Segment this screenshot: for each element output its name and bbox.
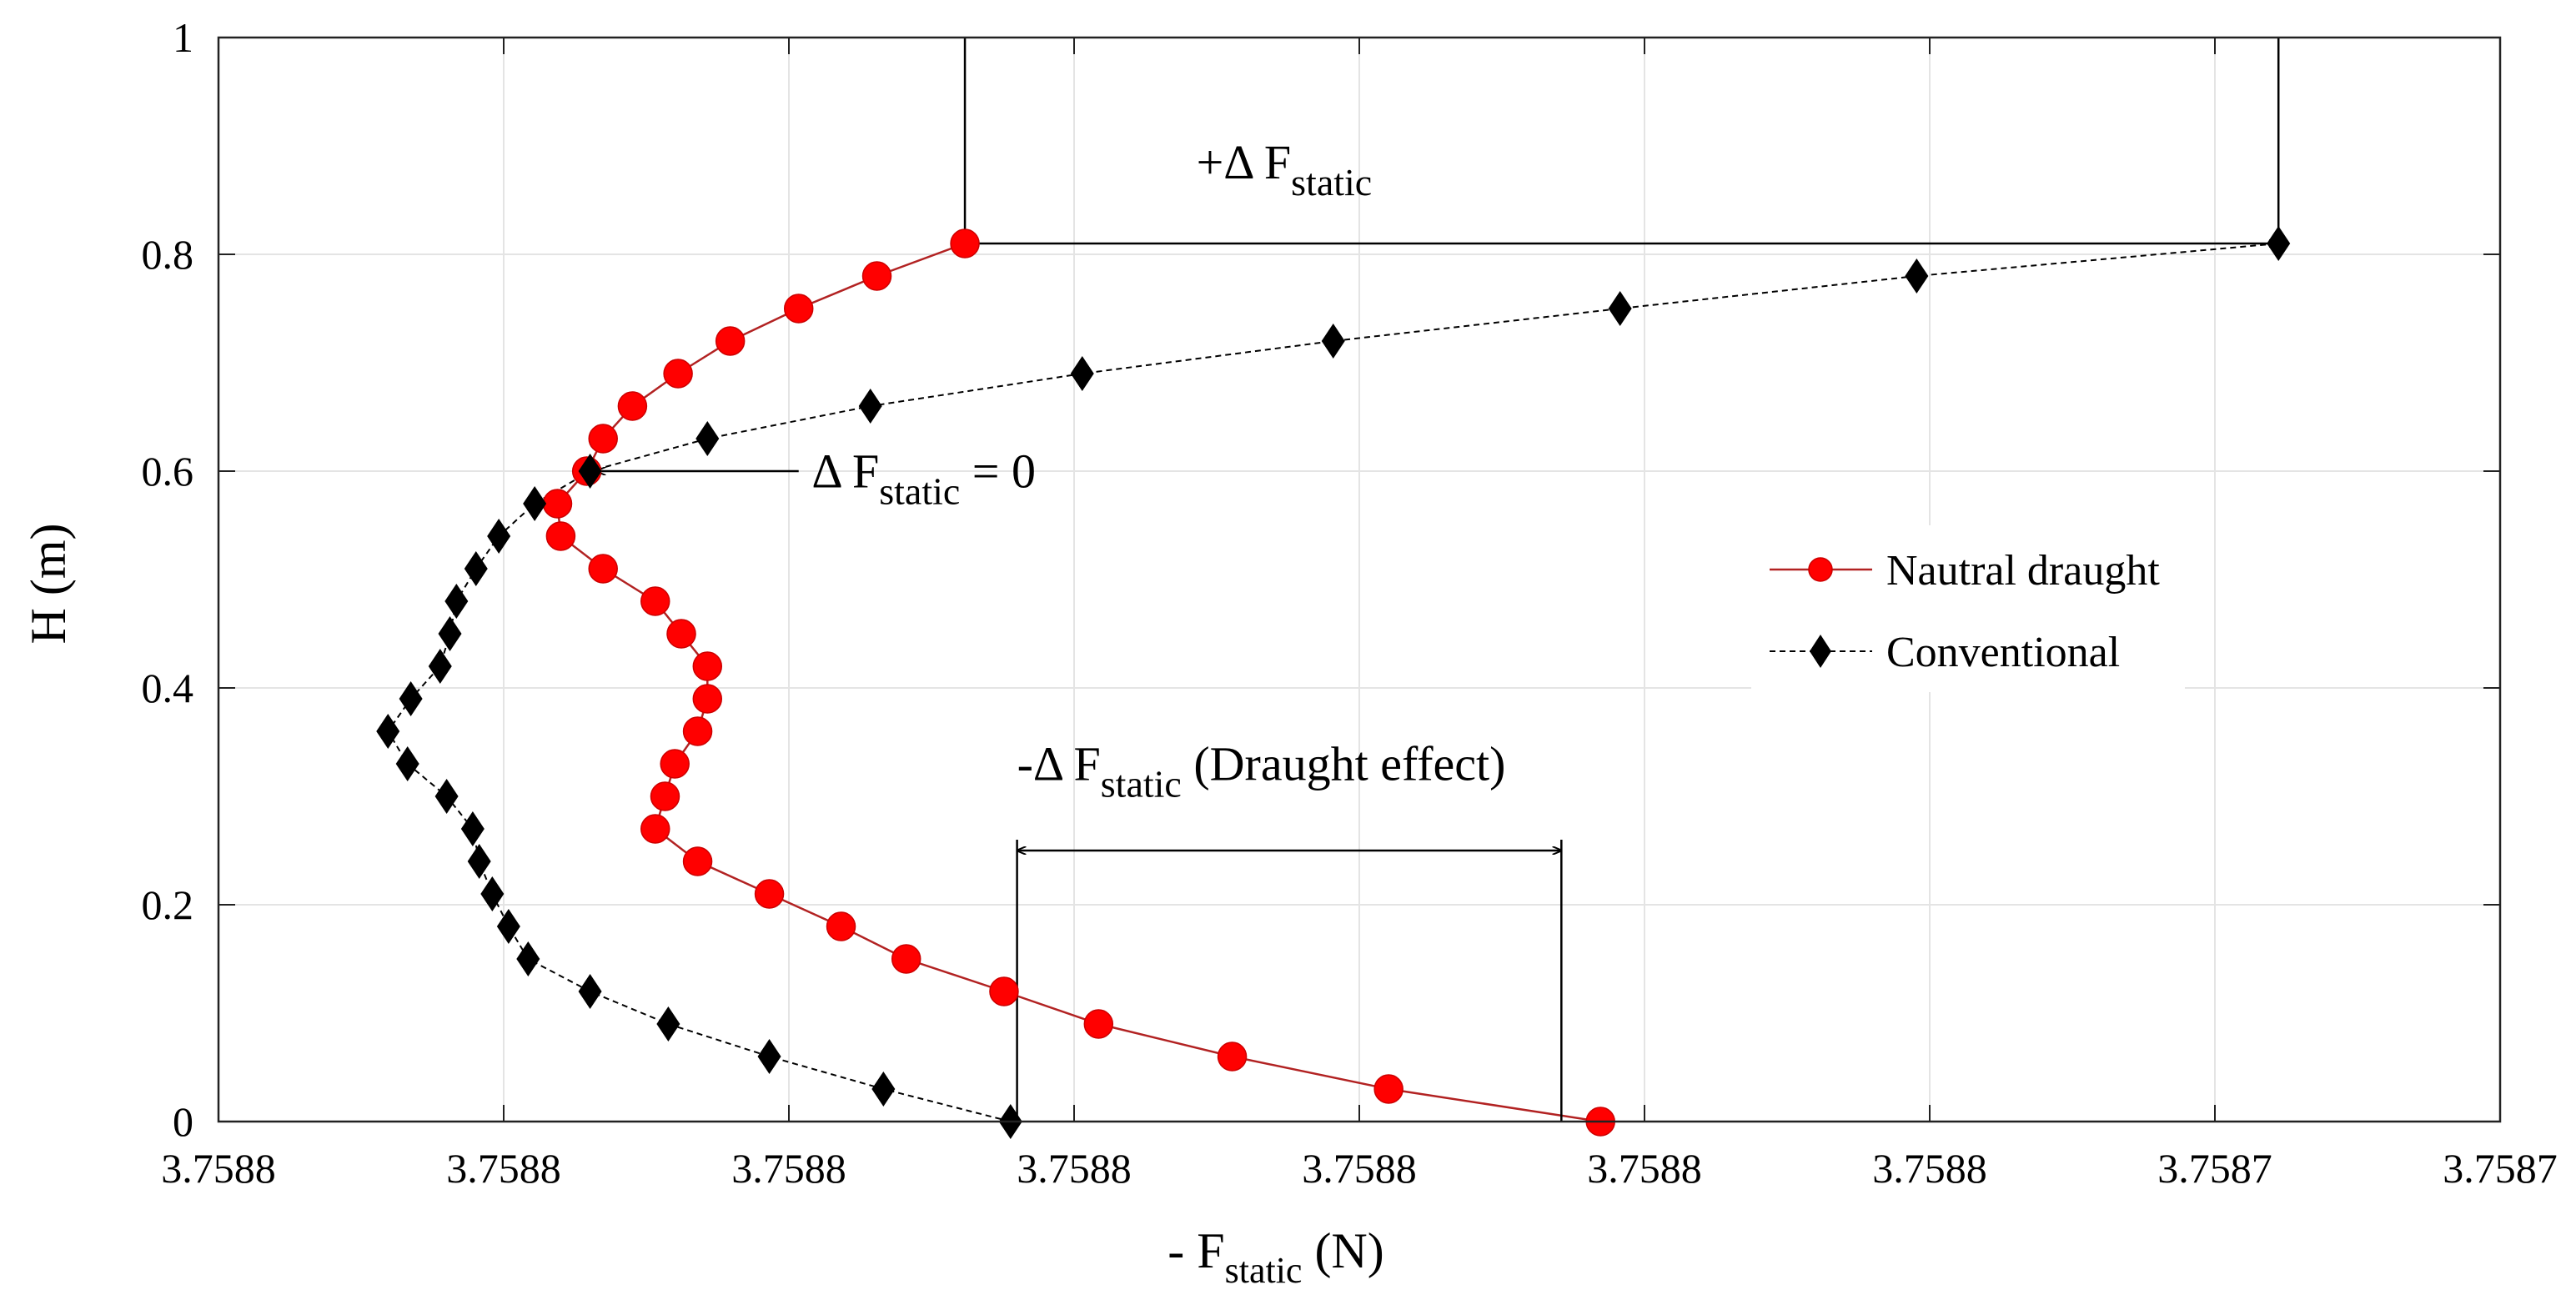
- series-0-point-3: [1083, 1009, 1114, 1039]
- series-0-point-26: [861, 261, 892, 291]
- annotation-minus-delta-suffix: (Draught effect): [1182, 737, 1506, 791]
- x-axis-title-subscript: static: [1225, 1250, 1303, 1291]
- series-1-point-9: [460, 811, 485, 846]
- series-0-point-4: [989, 976, 1019, 1006]
- series-1-point-2: [757, 1039, 781, 1074]
- legend-label-conventional: Conventional: [1886, 629, 2120, 676]
- series-0-point-19: [542, 489, 573, 519]
- x-tick-label-0: 3.7588: [161, 1145, 276, 1192]
- series-0-point-23: [663, 359, 693, 389]
- series-1-point-12: [376, 714, 400, 749]
- series-0-point-7: [754, 879, 785, 909]
- x-axis-title: - Fstatic (N): [1167, 1223, 1384, 1291]
- annotation-minus-delta-prefix: -Δ F: [1017, 737, 1101, 791]
- series-0-point-18: [545, 521, 576, 551]
- y-tick-label-5: 1: [173, 14, 193, 61]
- y-tick-label-1: 0.2: [142, 881, 194, 928]
- x-axis-title-suffix: (N): [1302, 1223, 1383, 1278]
- series-0-point-9: [640, 814, 670, 844]
- series-line-1: [387, 243, 2279, 1122]
- x-axis-title-prefix: - F: [1167, 1223, 1224, 1278]
- series-0-point-22: [617, 391, 648, 421]
- series-1-point-7: [480, 876, 505, 911]
- grid-lines: [218, 38, 2500, 1122]
- series-1-point-24: [1321, 324, 1345, 359]
- series-0-point-27: [950, 228, 980, 258]
- series-1-point-10: [434, 779, 459, 814]
- series-1-point-4: [578, 974, 602, 1009]
- series-1-point-13: [399, 681, 423, 716]
- legend-marker-conventional: [1810, 635, 1831, 668]
- y-tick-label-2: 0.4: [142, 665, 194, 711]
- series-1-point-27: [2267, 226, 2291, 261]
- annotation-plus-delta-prefix: +Δ F: [1197, 135, 1292, 189]
- series-1-point-16: [444, 584, 469, 619]
- legend: Nautral draught Conventional: [1751, 525, 2185, 692]
- y-axis-title: H (m): [21, 524, 76, 645]
- series-1-point-6: [496, 909, 520, 944]
- annotation-zero-delta-subscript: static: [879, 470, 960, 513]
- series-1-point-8: [467, 844, 491, 879]
- legend-label-nautral: Nautral draught: [1886, 547, 2160, 595]
- series-1-point-26: [1905, 258, 1929, 294]
- series-0-point-2: [1217, 1041, 1248, 1072]
- series-1-point-1: [871, 1072, 896, 1107]
- series-0-point-10: [650, 781, 680, 811]
- series-1-point-5: [516, 941, 540, 976]
- axis-ticks: [218, 37, 2501, 1122]
- series-1-point-23: [1070, 356, 1094, 391]
- series-lines: [387, 242, 2279, 1123]
- series-0-point-12: [682, 716, 713, 746]
- series-0-point-5: [891, 944, 921, 974]
- series-0-point-1: [1373, 1074, 1403, 1104]
- series-1-point-22: [858, 389, 882, 424]
- series-0-point-24: [715, 326, 746, 356]
- series-0-point-14: [692, 651, 723, 681]
- x-tick-label-6: 3.7588: [1872, 1145, 1987, 1192]
- annotation-plus-delta-text: +Δ Fstatic: [1197, 135, 1373, 203]
- series-1-point-19: [523, 486, 547, 521]
- annotation-plus-delta-subscript: static: [1291, 161, 1372, 203]
- series-1-point-11: [395, 746, 419, 781]
- annotation-zero-delta-prefix: Δ F: [811, 444, 879, 499]
- x-tick-label-7: 3.7587: [2157, 1145, 2272, 1192]
- x-tick-label-8: 3.7587: [2443, 1145, 2558, 1192]
- legend-marker-nautral: [1808, 557, 1833, 582]
- x-tick-label-5: 3.7588: [1587, 1145, 1702, 1192]
- series-0-point-8: [682, 846, 713, 876]
- series-1-point-21: [695, 421, 720, 456]
- series-0-point-11: [660, 749, 690, 779]
- series-0-point-6: [826, 911, 856, 941]
- tick-labels: 3.7588 3.7588 3.7588 3.7588 3.7588 3.7588 3.75…: [142, 14, 2558, 1192]
- annotation-zero-delta-suffix: = 0: [960, 444, 1036, 499]
- annotation-minus-delta-text: -Δ Fstatic (Draught effect): [1017, 737, 1506, 806]
- series-1-point-17: [464, 551, 488, 586]
- series-line-0: [556, 242, 1601, 1123]
- series-1-point-3: [656, 1006, 680, 1041]
- x-tick-label-2: 3.7588: [731, 1145, 846, 1192]
- x-tick-label-1: 3.7588: [446, 1145, 561, 1192]
- annotation-minus-delta-subscript: static: [1101, 763, 1182, 806]
- annotation-lines: [596, 38, 2280, 1122]
- legend-box: [1751, 525, 2185, 692]
- series-0-point-13: [692, 684, 723, 714]
- x-tick-label-3: 3.7588: [1017, 1145, 1132, 1192]
- y-tick-label-4: 0.8: [142, 231, 194, 278]
- series-1-point-14: [428, 649, 452, 684]
- series-0-point-17: [588, 554, 618, 584]
- series-1-point-15: [438, 616, 462, 651]
- series-0-point-15: [666, 619, 696, 649]
- series-0-point-25: [783, 294, 814, 324]
- series-1-point-20: [578, 454, 602, 489]
- annotation-zero-delta-text: Δ Fstatic = 0: [811, 444, 1036, 513]
- series-1-point-25: [1608, 291, 1632, 326]
- x-tick-label-4: 3.7588: [1302, 1145, 1417, 1192]
- series-1-point-18: [487, 519, 511, 554]
- y-tick-label-0: 0: [173, 1098, 193, 1145]
- y-tick-label-3: 0.6: [142, 448, 194, 494]
- series-0-point-21: [588, 424, 618, 454]
- series-0-point-16: [640, 586, 670, 616]
